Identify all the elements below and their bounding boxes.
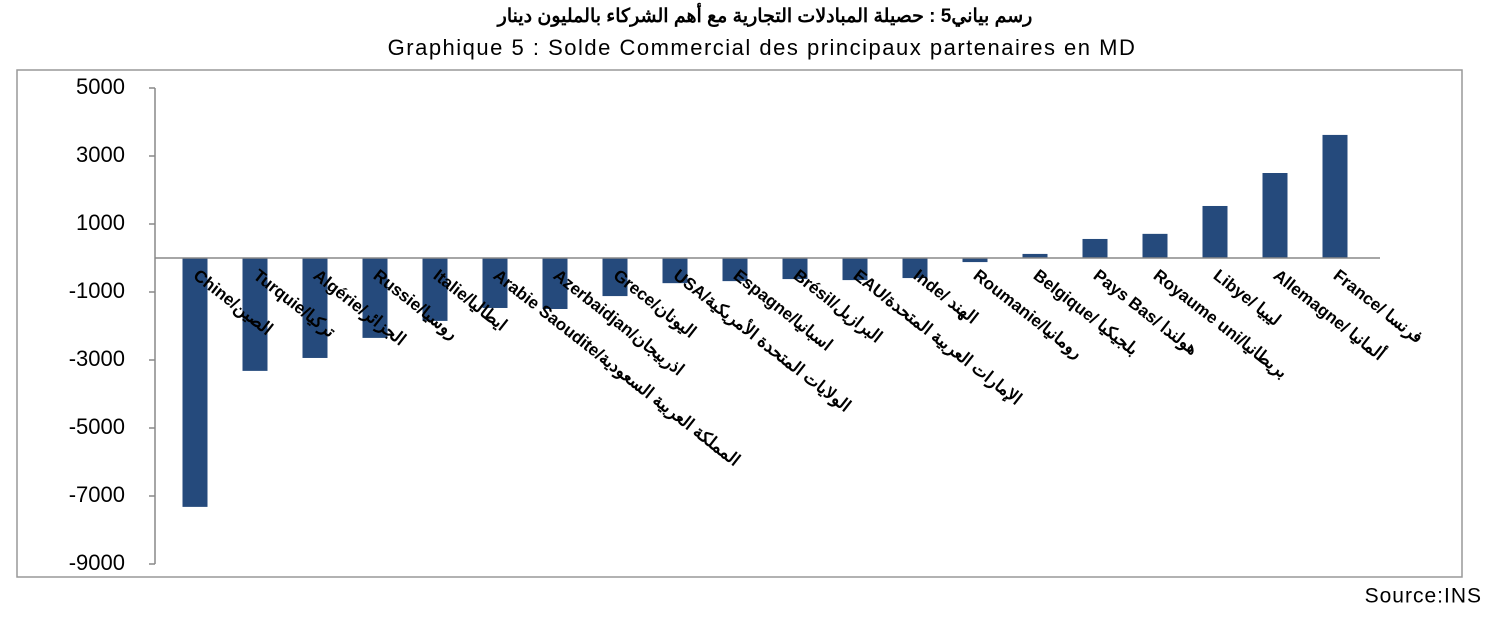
x-tick-label: Roumanie/رومانيا — [969, 266, 1086, 363]
bar — [1202, 205, 1228, 258]
x-tick-label: Pays Bas/ هولندا — [1089, 266, 1201, 360]
bar — [722, 258, 748, 282]
y-tick-label: 5000 — [76, 74, 125, 99]
bar — [1322, 134, 1348, 258]
bar — [842, 258, 868, 281]
source: Source:INS — [1365, 585, 1482, 608]
bar — [362, 258, 388, 338]
bar — [1142, 233, 1168, 258]
y-tick-label: 1000 — [76, 210, 125, 235]
bar — [662, 258, 688, 284]
bar — [782, 258, 808, 280]
y-tick-label: -5000 — [69, 414, 125, 439]
y-tick-label: -7000 — [69, 482, 125, 507]
y-tick-label: -9000 — [69, 550, 125, 575]
bar — [1022, 253, 1048, 258]
plot-frame — [16, 69, 1463, 578]
bar — [1082, 238, 1108, 258]
y-tick-label: 3000 — [76, 142, 125, 167]
x-tick-label: Belgique/ بلجيكيا — [1030, 266, 1142, 359]
bar — [182, 258, 208, 507]
bar — [242, 258, 268, 371]
y-tick-label: -1000 — [69, 278, 125, 303]
chart-title: رسم بياني5 : حصيلة المبادلات التجارية مع… — [496, 2, 1033, 28]
y-tick-label: -3000 — [69, 346, 125, 371]
bar — [962, 258, 988, 263]
chart-subtitle: Graphique 5 : Solde Commercial des princ… — [388, 35, 1137, 60]
bar — [1262, 173, 1288, 258]
bar — [482, 258, 508, 308]
bar — [542, 258, 568, 309]
bar — [602, 258, 628, 297]
bar — [302, 258, 328, 358]
bar — [902, 258, 928, 279]
bar — [422, 258, 448, 321]
